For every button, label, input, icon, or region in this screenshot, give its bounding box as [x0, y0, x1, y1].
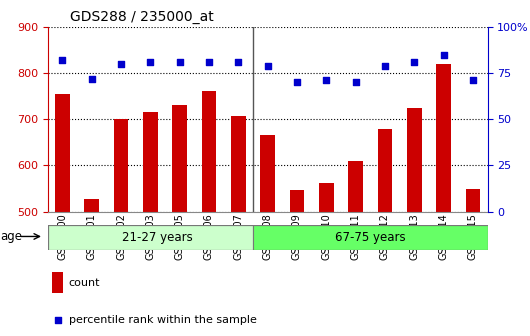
Bar: [113, 119, 128, 212]
Bar: [52, 272, 63, 293]
Bar: [48, 225, 253, 250]
Point: [263, 63, 272, 69]
Text: GDS288 / 235000_at: GDS288 / 235000_at: [69, 10, 214, 25]
Point: [469, 78, 477, 83]
Text: 21-27 years: 21-27 years: [122, 231, 193, 244]
Bar: [436, 64, 451, 212]
Point: [146, 59, 155, 65]
Bar: [260, 135, 275, 212]
Text: percentile rank within the sample: percentile rank within the sample: [69, 315, 257, 325]
Point: [293, 80, 301, 85]
Bar: [253, 225, 488, 250]
Point: [322, 78, 331, 83]
Point: [205, 59, 213, 65]
Bar: [377, 129, 392, 212]
Point: [58, 57, 67, 63]
Text: 67-75 years: 67-75 years: [335, 231, 405, 244]
Bar: [348, 161, 363, 212]
Bar: [143, 112, 158, 212]
Point: [87, 76, 96, 81]
Point: [117, 61, 125, 67]
Point: [351, 80, 360, 85]
Point: [381, 63, 389, 69]
Point: [175, 59, 184, 65]
Bar: [84, 199, 99, 212]
Bar: [319, 182, 334, 212]
Point: [234, 59, 243, 65]
Bar: [231, 116, 246, 212]
Bar: [201, 91, 216, 212]
Bar: [172, 106, 187, 212]
Bar: [407, 108, 422, 212]
Point: [54, 317, 62, 323]
Bar: [465, 188, 480, 212]
Text: age: age: [0, 230, 22, 243]
Point: [410, 59, 419, 65]
Bar: [289, 190, 304, 212]
Text: count: count: [69, 278, 100, 288]
Point: [439, 52, 448, 57]
Bar: [55, 94, 69, 212]
